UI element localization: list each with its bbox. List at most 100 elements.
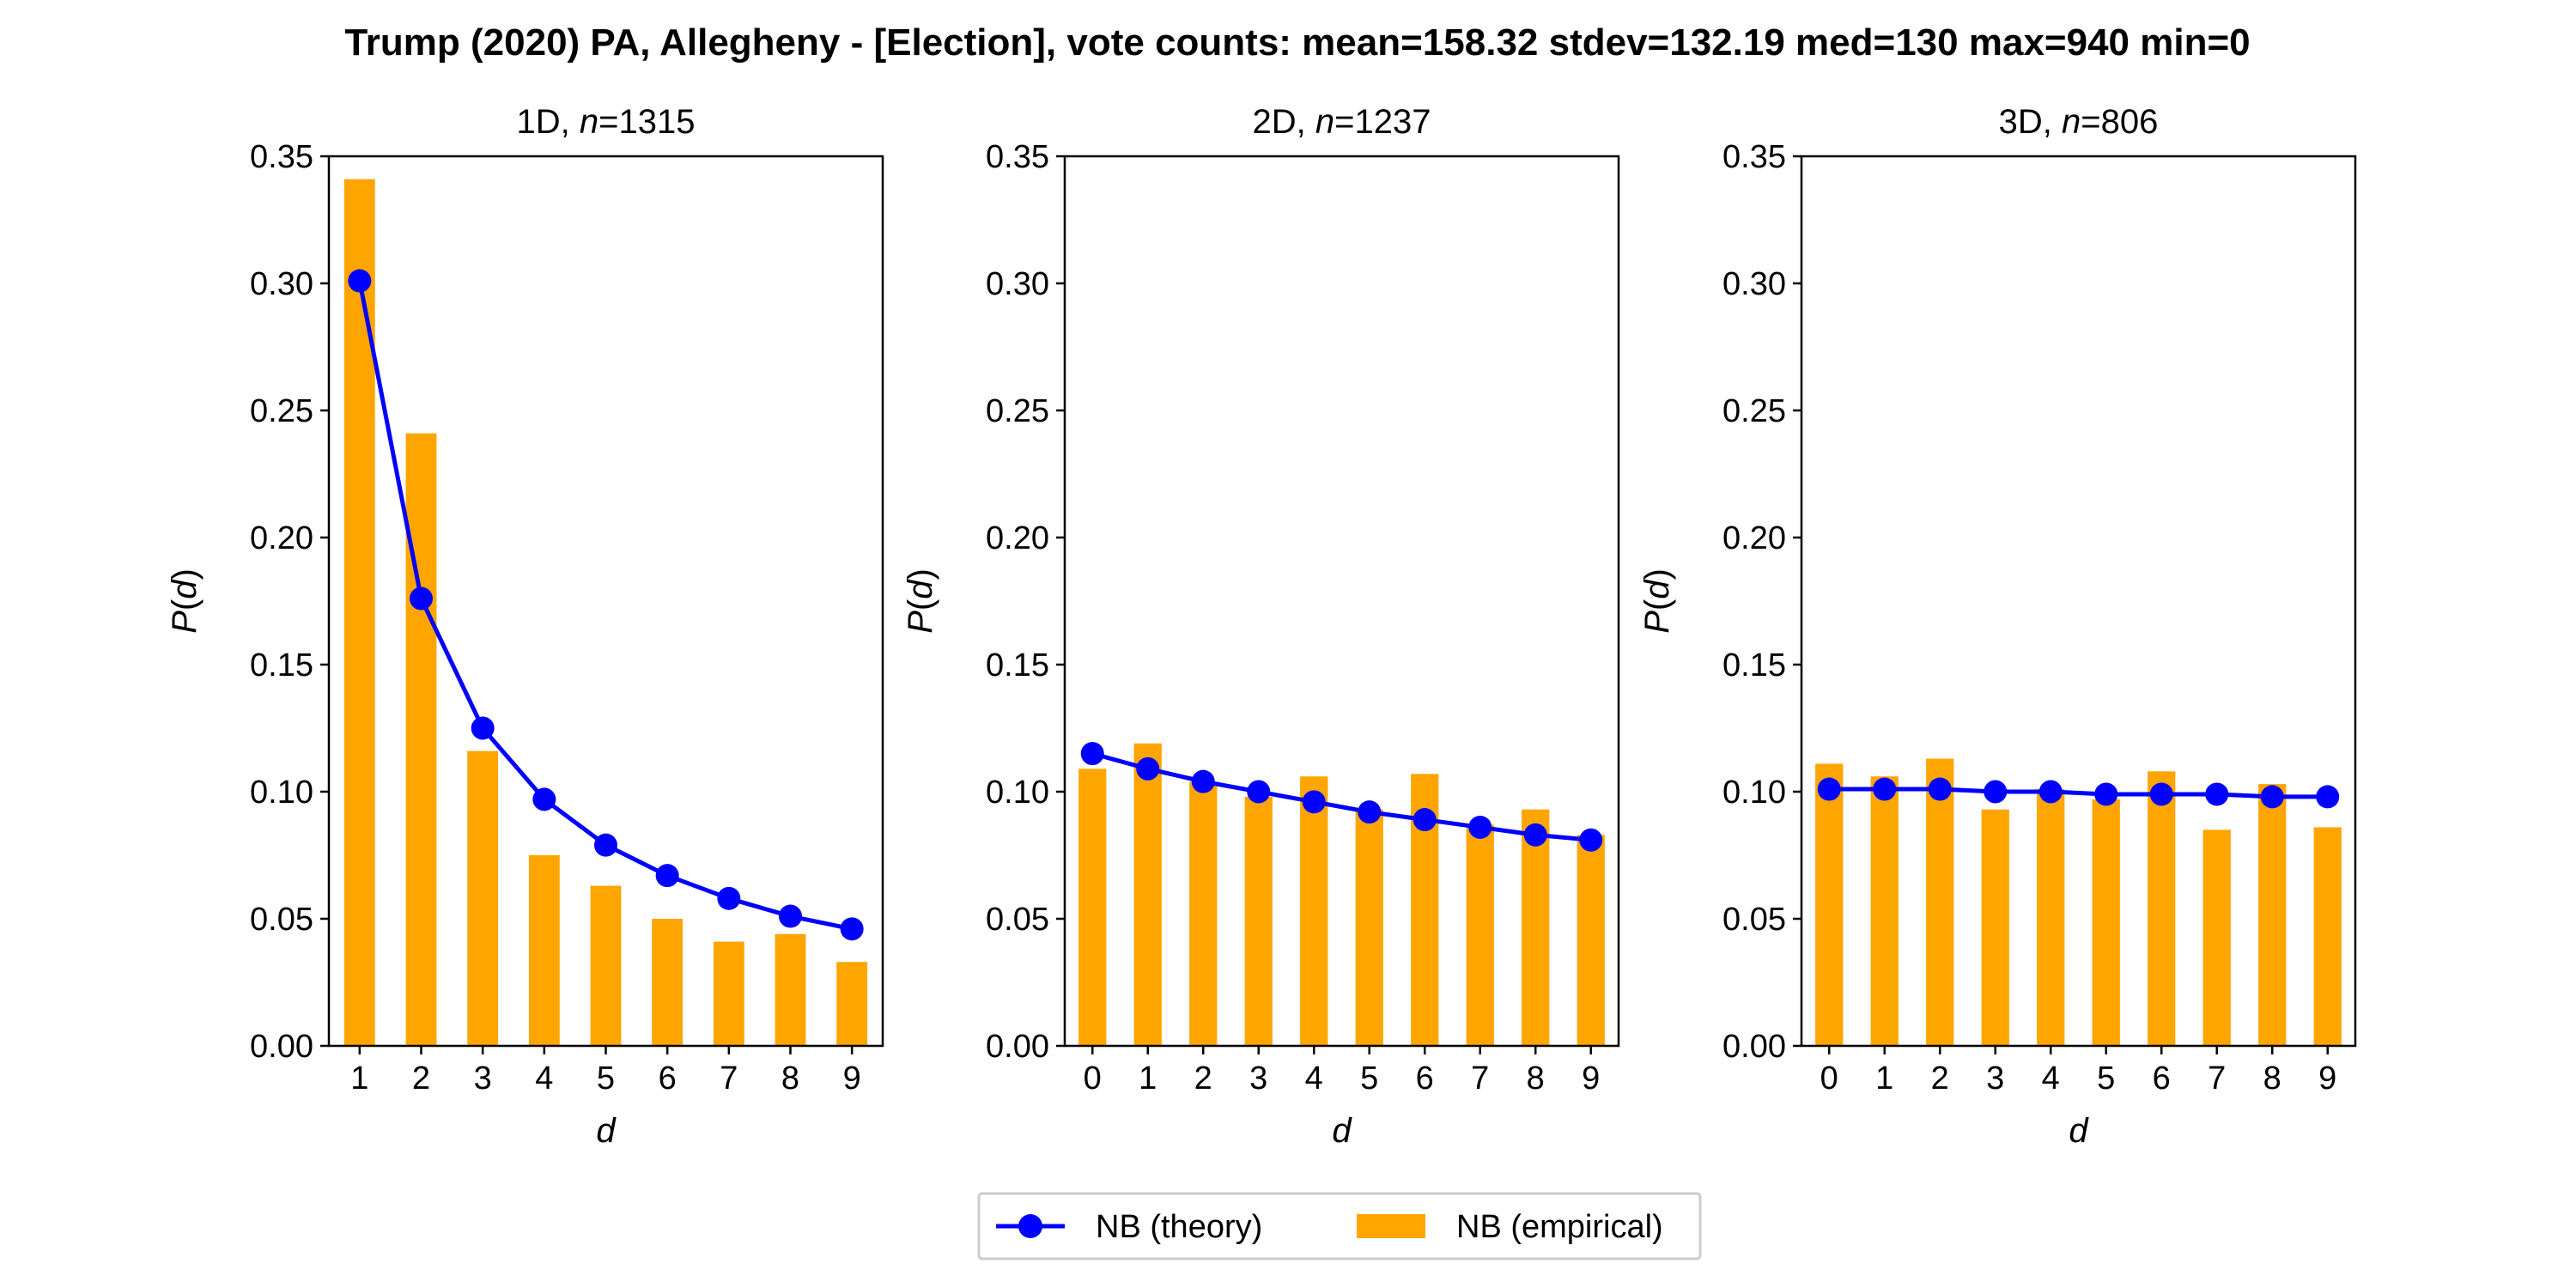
theory-point [1247,780,1271,804]
empirical-bar [1981,809,2009,1046]
theory-point [2149,782,2173,806]
theory-point [2316,785,2340,809]
theory-point [2260,785,2284,809]
theory-point [1817,777,1841,801]
x-tick-label: 7 [1471,1060,1489,1097]
theory-point [717,886,741,910]
x-tick-label: 4 [535,1060,553,1097]
panel-1: 0.00 0.05 0.10 0.15 0.20 0.25 0.30 0.35 1 2 3 4 5 6 7 8… [166,103,884,1150]
theory-point [1984,780,2008,804]
panel-3: 0.00 0.05 0.10 0.15 0.20 0.25 0.30 0.35 0 1 2 3 4 5 6 7… [1638,103,2357,1150]
empirical-bar [1926,758,1954,1046]
empirical-bar [528,855,560,1046]
x-tick-label: 5 [597,1060,615,1097]
y-tick-label: 0.35 [250,139,313,175]
empirical-bar [590,885,622,1046]
theory-point [1080,742,1104,766]
x-tick-label: 4 [2042,1060,2060,1097]
empirical-bar [2037,789,2065,1046]
theory-point [1358,800,1382,824]
legend-theory-label: NB (theory) [1096,1209,1262,1245]
empirical-bar [1189,781,1218,1046]
y-axis-label: P(d) [166,568,204,634]
x-tick-label: 1 [1139,1060,1157,1097]
x-axis-label: d [1332,1112,1352,1150]
theory-point [348,269,372,293]
y-tick-label: 0.20 [250,520,313,556]
x-tick-label: 6 [659,1060,677,1097]
axes-frame [1800,155,2357,1048]
y-tick-label: 0.10 [986,775,1049,811]
theory-point [779,904,802,928]
empirical-bar [1078,769,1107,1046]
y-tick-label: 0.25 [250,393,313,429]
empirical-bar [1577,835,1605,1046]
x-tick-label: 6 [1416,1060,1434,1097]
empirical-bar [836,962,868,1046]
y-tick-label: 0.00 [1722,1029,1786,1065]
legend-theory-marker [1018,1214,1042,1238]
theory-point [2094,782,2118,806]
theory-point [2038,780,2063,804]
empirical-bar [2202,829,2231,1046]
empirical-bar [652,919,683,1046]
theory-line [1829,787,2328,799]
y-tick-label: 0.15 [986,647,1049,683]
y-tick-label: 0.05 [250,902,313,938]
legend-empirical-swatch [1357,1214,1425,1238]
theory-line [1091,751,1591,842]
panel-title: 1D, n=1315 [517,103,696,141]
x-tick-label: 9 [2318,1060,2336,1097]
theory-point [532,787,556,811]
x-tick-label: 1 [1875,1060,1893,1097]
x-tick-label: 2 [1194,1060,1212,1097]
empirical-bar [2148,771,2176,1046]
y-tick-label: 0.35 [986,139,1049,175]
empirical-bar [1870,776,1899,1046]
x-tick-label: 7 [2208,1060,2226,1097]
theory-point [594,833,617,857]
empirical-bar [1355,809,1383,1046]
legend: NB (theory) NB (empirical) [977,1192,1702,1261]
x-tick-label: 1 [350,1060,368,1097]
y-tick-label: 0.05 [1722,902,1786,938]
y-tick-label: 0.05 [986,902,1049,938]
x-tick-label: 7 [720,1060,738,1097]
y-tick-label: 0.25 [986,393,1049,429]
empirical-bar [2092,799,2120,1046]
panel-title: 3D, n=806 [1999,103,2159,141]
x-tick-label: 3 [474,1060,492,1097]
y-tick-label: 0.30 [250,266,313,302]
y-axis-label: P(d) [902,568,939,634]
y-tick-label: 0.30 [1722,266,1786,302]
empirical-bar [2313,827,2342,1046]
empirical-bar [775,933,806,1046]
theory-point [1579,828,1603,852]
empirical-bar [1300,776,1328,1046]
theory-point [1928,777,1952,801]
theory-point [1873,777,1897,801]
empirical-bar [2258,784,2287,1046]
y-tick-label: 0.20 [986,520,1049,556]
theory-point [655,864,679,888]
x-tick-label: 5 [1360,1060,1378,1097]
theory-point [1191,769,1215,793]
y-tick-label: 0.25 [1722,393,1786,429]
x-tick-label: 8 [1527,1060,1545,1097]
x-tick-label: 9 [1582,1060,1600,1097]
empirical-bar [1522,809,1550,1046]
empirical-bar [1244,796,1273,1046]
y-tick-label: 0.15 [250,647,313,683]
theory-point [410,586,433,611]
theory-point [1468,815,1492,839]
x-tick-label: 2 [412,1060,430,1097]
panel-title: 2D, n=1237 [1253,103,1431,141]
panels: 0.000.050.100.150.200.250.300.351 2 3 4 5 6 7 8… [166,103,2357,1150]
empirical-bar [1466,824,1494,1046]
empirical-bar [467,750,499,1046]
empirical-bar [713,941,744,1046]
y-tick-label: 0.15 [1722,647,1786,683]
y-tick-label: 0.30 [986,266,1049,302]
x-tick-label: 5 [2097,1060,2115,1097]
empirical-bar [405,433,437,1046]
